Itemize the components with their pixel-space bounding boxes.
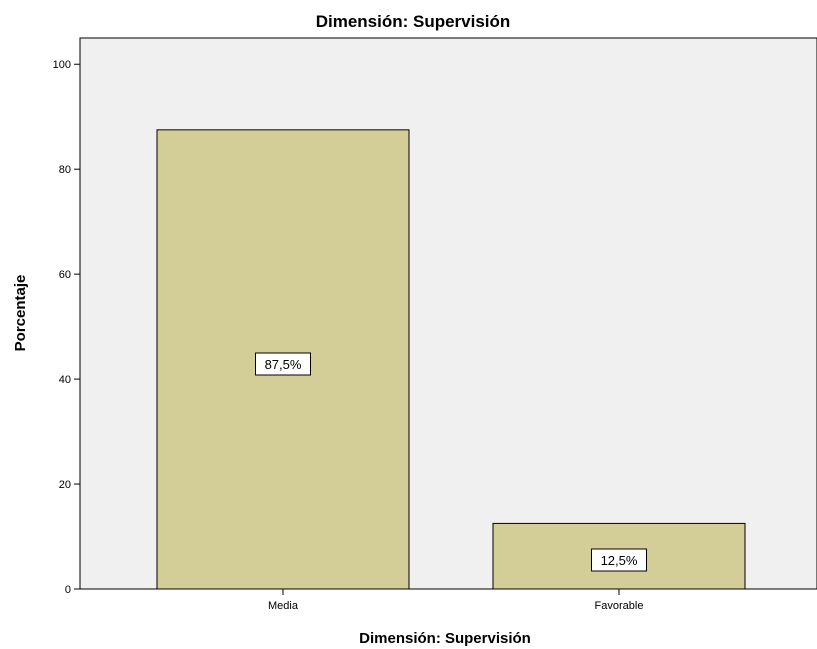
x-tick-label-favorable: Favorable: [595, 600, 644, 612]
x-axis-title: Dimensión: Supervisión: [359, 630, 531, 647]
data-label-box: [255, 352, 311, 376]
data-label-favorable: 12,5%: [591, 548, 647, 572]
y-tick-label: 80: [59, 164, 71, 176]
data-label-media: 87,5%: [255, 352, 311, 376]
data-label-text: 12,5%: [601, 553, 638, 568]
data-label-box: [591, 548, 647, 572]
y-tick-label: 100: [53, 59, 71, 71]
y-tick-label: 20: [59, 479, 71, 491]
y-tick-label: 40: [59, 374, 71, 386]
axes-layer: [79, 38, 817, 590]
chart-title: Dimensión: Supervisión: [316, 12, 511, 31]
data-labels-layer: 87,5% 12,5%: [255, 352, 647, 572]
ticks-layer: 0 20 40 60 80 100 Media Favorable: [53, 59, 644, 612]
data-label-text: 87,5%: [265, 357, 302, 372]
x-tick-label-media: Media: [268, 600, 299, 612]
y-axis-title: Porcentaje: [12, 275, 29, 352]
y-tick-label: 60: [59, 269, 71, 281]
y-tick-label: 0: [65, 584, 71, 596]
